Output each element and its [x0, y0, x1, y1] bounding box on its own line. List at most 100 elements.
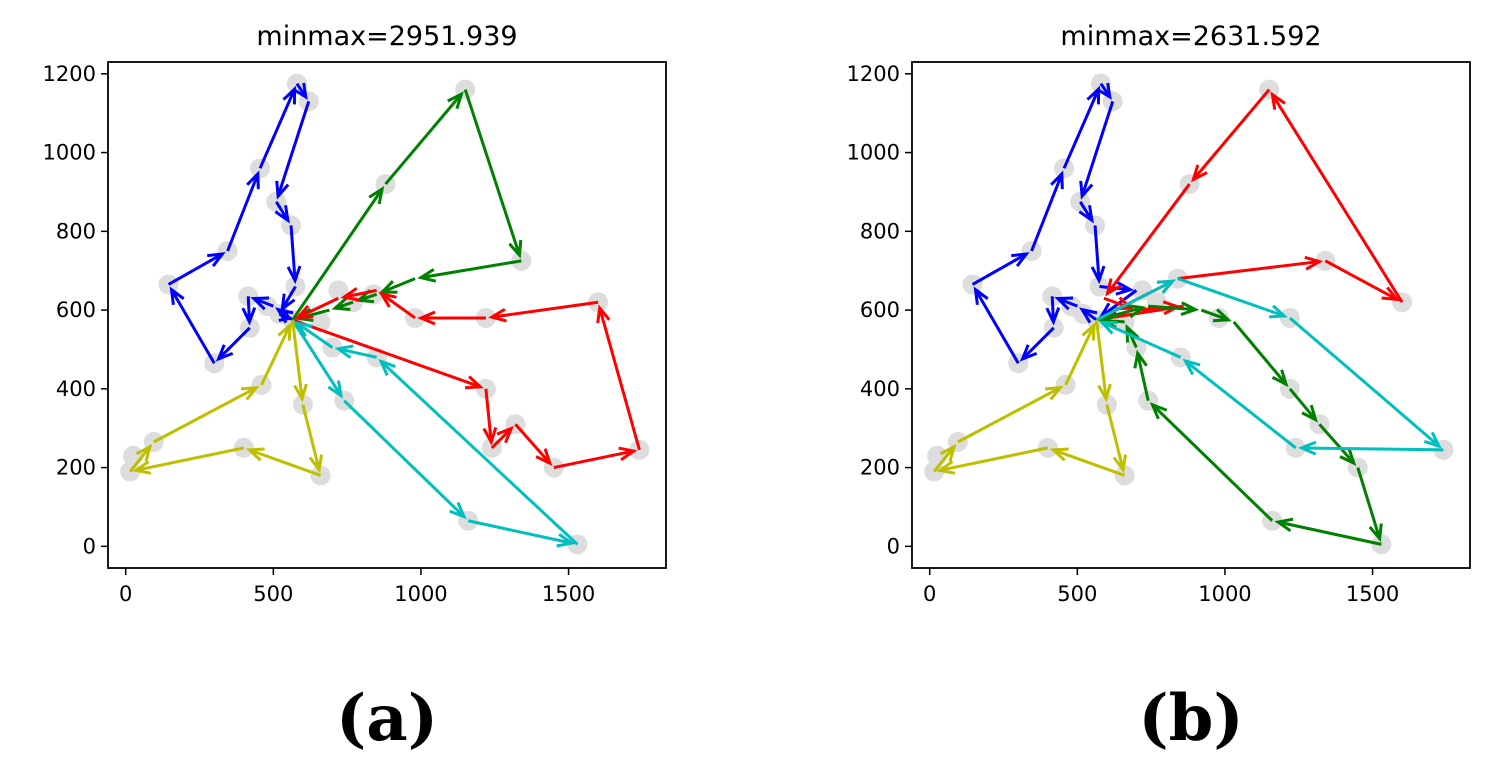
arrowhead-blue: [1096, 82, 1112, 100]
arrowhead-blue: [1079, 307, 1098, 324]
route-segment-red: [514, 423, 551, 465]
route-segment-blue: [1080, 100, 1115, 197]
nodes-b: [924, 73, 1454, 555]
route-segment-red: [1192, 88, 1271, 181]
route-cyan-b: [1095, 277, 1444, 456]
route-segment-green: [381, 277, 416, 294]
arrowhead-blue: [292, 82, 308, 100]
route-segment-green: [1151, 403, 1274, 522]
route-segment-red: [343, 288, 377, 299]
route-segment-green: [1356, 467, 1382, 540]
route-segment-cyan: [380, 360, 579, 546]
arrowhead-red: [618, 446, 638, 462]
arrowhead-blue: [250, 296, 270, 311]
arrowhead-green: [508, 239, 523, 259]
arrowhead-yellow: [1081, 321, 1096, 341]
route-segment-blue: [1050, 296, 1055, 322]
route-segment-blue: [971, 252, 1028, 286]
route-segment-green: [1096, 306, 1143, 322]
x-ticks-a: 0 500 1000 1500: [119, 568, 595, 606]
arrowhead-blue: [274, 205, 290, 224]
arrowhead-red: [1105, 278, 1122, 297]
arrowhead-yellow: [245, 447, 265, 462]
arrowhead-green: [1212, 308, 1232, 323]
arrowhead-red: [488, 307, 507, 323]
route-segment-green: [1318, 423, 1355, 465]
x-ticks-b: 0 500 1000 1500: [923, 568, 1399, 606]
x-tick-label-a: 500: [253, 582, 293, 606]
panel-label-b: (b): [1138, 681, 1243, 756]
y-tick-label-a: 1000: [43, 141, 96, 165]
arrowhead-blue: [1050, 170, 1064, 190]
route-segment-green: [1288, 387, 1317, 421]
route-segment-cyan: [337, 347, 377, 359]
arrowhead-yellow: [1049, 447, 1069, 462]
arrowhead-green: [417, 268, 437, 283]
route-segment-yellow: [1105, 404, 1125, 471]
arrowhead-green: [378, 280, 398, 294]
node-point-a: [328, 280, 349, 301]
arrowhead-blue: [1090, 265, 1106, 285]
axes-frame-a: [107, 61, 667, 569]
route-segment-green: [1200, 308, 1229, 322]
route-segment-blue: [258, 88, 296, 169]
route-segment-green: [1232, 320, 1288, 386]
x-tick-label-b: 0: [923, 582, 936, 606]
route-segment-yellow: [135, 446, 245, 472]
arrowhead-red: [496, 425, 514, 444]
arrowhead-blue: [1019, 344, 1038, 362]
y-tick-label-b: 800: [860, 219, 900, 243]
y-tick-label-a: 1200: [43, 62, 96, 86]
arrowhead-cyan: [1098, 320, 1118, 335]
route-red-a: [292, 287, 641, 470]
arrowhead-blue: [1054, 296, 1074, 311]
route-segment-green: [1277, 520, 1382, 546]
arrowhead-blue: [278, 308, 292, 322]
route-green-a: [291, 89, 523, 323]
route-cyan-a: [291, 319, 579, 548]
route-segment-red: [297, 296, 339, 319]
arrowhead-green: [368, 185, 385, 205]
route-segment-cyan: [1101, 320, 1182, 359]
route-segment-red: [491, 300, 599, 319]
y-tick-label-b: 0: [887, 534, 900, 558]
route-segment-blue: [246, 296, 251, 322]
y-tick-label-a: 800: [56, 219, 96, 243]
arrowhead-green: [1133, 349, 1148, 369]
route-segment-cyan: [296, 322, 334, 349]
arrowhead-green: [1271, 369, 1289, 388]
plot-area-b: 0 500 1000 1500 0 200 400 600 800 1000 1200: [847, 61, 1471, 606]
route-segment-green: [420, 259, 522, 280]
y-tick-label-a: 400: [56, 377, 96, 401]
arrowhead-yellow: [132, 460, 152, 475]
route-segment-blue: [217, 326, 251, 361]
y-ticks-a: 0 200 400 600 800 1000 1200: [43, 62, 108, 558]
route-segment-red: [490, 427, 513, 449]
route-segment-yellow: [153, 386, 257, 444]
arrowhead-yellow: [240, 385, 260, 401]
route-segment-yellow: [932, 445, 956, 473]
route-segment-cyan: [291, 319, 343, 397]
routes-a: [128, 82, 641, 548]
arrowhead-blue: [973, 286, 989, 305]
arrowhead-yellow: [1097, 383, 1112, 403]
route-segment-yellow: [939, 446, 1049, 472]
route-yellow-b: [932, 319, 1128, 477]
route-segment-red: [292, 318, 481, 389]
arrowhead-blue: [275, 180, 290, 200]
route-segment-cyan: [1095, 279, 1174, 322]
x-tick-label-a: 1500: [542, 582, 595, 606]
x-tick-label-b: 1500: [1346, 582, 1399, 606]
route-segment-cyan: [467, 519, 572, 545]
x-tick-label-b: 1000: [1198, 582, 1251, 606]
route-segment-blue: [289, 225, 297, 281]
panel-b: minmax=2631.592 0 500 1000 1500 0 200 400 600 8…: [847, 21, 1471, 756]
arrowhead-yellow: [277, 321, 292, 341]
y-tick-label-b: 400: [860, 377, 900, 401]
arrowhead-blue: [215, 344, 234, 362]
y-tick-label-b: 600: [860, 298, 900, 322]
route-segment-yellow: [301, 404, 321, 471]
y-ticks-b: 0 200 400 600 800 1000 1200: [847, 62, 912, 558]
arrowhead-red: [596, 304, 611, 324]
